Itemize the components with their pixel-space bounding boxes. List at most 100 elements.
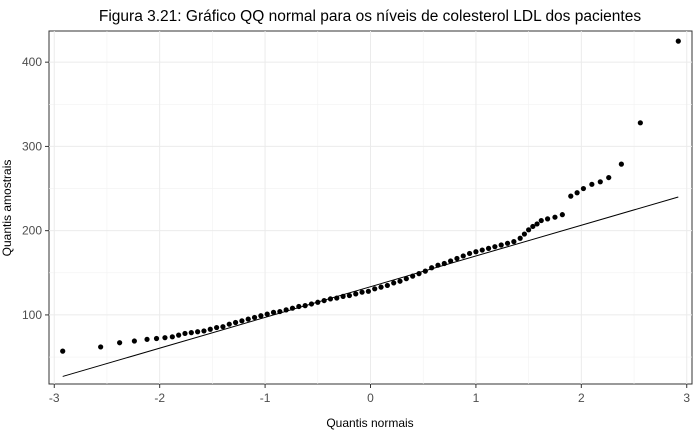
data-point [289,305,296,311]
x-tick-label: 2 [578,391,585,405]
data-point [521,231,527,237]
y-axis: 100 200 300 400 [22,55,49,322]
data-point [232,319,239,326]
data-point [327,296,334,302]
data-point [403,276,409,282]
data-point [441,260,447,267]
data-point [302,303,308,309]
data-point [568,193,574,199]
data-point [410,273,416,279]
data-point [207,326,213,332]
data-point [214,324,220,331]
data-point [220,324,226,330]
data-point [251,314,258,321]
data-point [511,239,517,245]
data-point [454,255,460,262]
data-point [188,330,194,336]
data-point [308,301,315,307]
data-point [429,265,435,271]
data-point [117,340,123,346]
x-tick-label: 0 [367,391,374,405]
reference-line [62,196,679,377]
data-point [264,311,270,317]
data-point [258,313,264,319]
data-point [448,258,454,264]
data-point [589,181,595,187]
data-point [239,318,245,324]
data-point [552,214,558,220]
data-point [182,330,188,337]
data-point [384,282,390,289]
data-point [675,38,681,44]
data-point [144,336,150,342]
data-point [296,303,302,310]
grid-major [49,31,692,384]
data-point [534,221,540,227]
data-point [526,227,532,233]
data-point [270,309,277,315]
data-point [504,240,511,246]
data-point [98,344,104,350]
y-tick-label: 300 [22,139,42,153]
data-point [365,288,371,294]
x-tick-label: 3 [683,391,690,405]
y-tick-label: 200 [22,224,42,238]
data-points [60,38,681,354]
data-point [340,293,346,299]
x-axis-title: Quantis normais [326,416,413,430]
data-point [378,284,384,290]
data-point [277,308,283,315]
data-point [162,335,168,341]
data-point [422,268,428,274]
data-point [544,216,551,222]
data-point [372,286,378,292]
data-point [473,249,479,255]
data-point [346,292,353,299]
data-point [466,250,473,257]
x-tick-label: -1 [260,391,271,405]
data-point [559,212,565,218]
data-point [538,217,544,224]
data-point [315,299,321,305]
data-point [131,338,137,344]
data-point [597,179,603,185]
data-point [391,280,397,286]
data-point [498,242,504,248]
data-point [245,316,251,322]
data-point [574,190,580,196]
x-tick-label: -3 [49,391,60,405]
x-axis: -3 -2 -1 0 1 2 3 [49,384,690,405]
data-point [618,161,624,167]
data-point [606,174,612,181]
data-point [637,120,643,126]
data-point [359,289,365,295]
data-point [201,328,207,334]
data-point [485,245,492,251]
data-point [353,291,359,297]
data-point [153,335,160,342]
y-tick-label: 400 [22,55,42,69]
data-point [60,348,66,354]
data-point [435,262,441,268]
y-tick-label: 100 [22,308,42,322]
data-point [530,223,536,230]
data-point [416,271,422,277]
data-point [580,185,587,192]
data-point [195,329,201,335]
data-point [169,334,175,340]
y-axis-title: Quantis amostrais [0,160,14,257]
data-point [460,253,466,259]
x-tick-label: 1 [473,391,480,405]
data-point [283,307,289,313]
data-point [479,247,485,253]
x-tick-label: -2 [154,391,165,405]
data-point [176,332,182,338]
data-point [517,235,523,241]
data-point [334,295,340,301]
data-point [492,244,498,250]
plot-panel [48,30,693,385]
data-point [226,321,232,327]
chart-title: Figura 3.21: Gráfico QQ normal para os n… [99,8,641,25]
data-point [321,297,327,304]
